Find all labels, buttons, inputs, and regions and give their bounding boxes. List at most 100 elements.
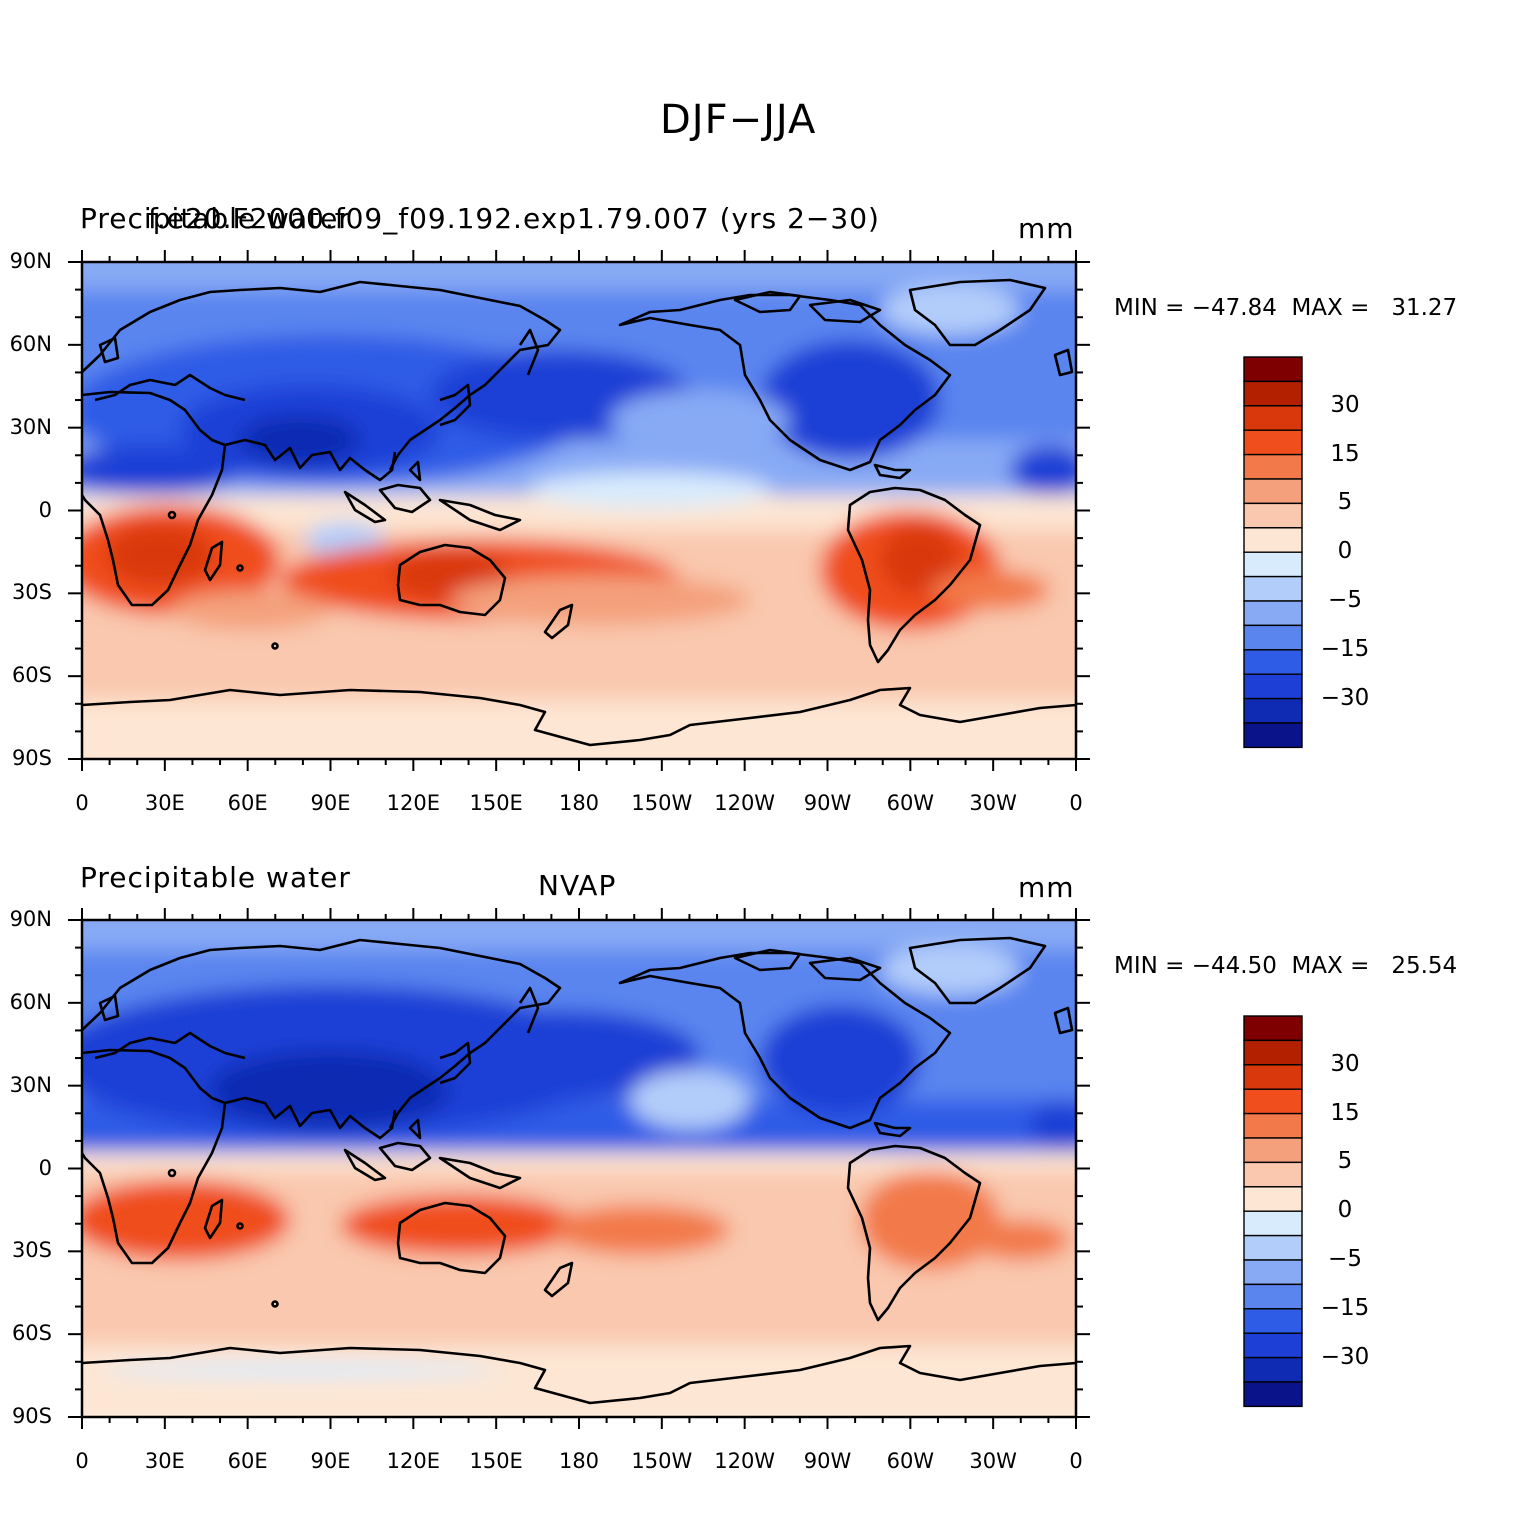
colorbar-level-label: 30	[1330, 391, 1360, 418]
panel-2-left-title: Precipitable water	[80, 861, 351, 894]
lat-tick-label: 60N	[9, 989, 52, 1014]
colorbar-level-label: 5	[1337, 1148, 1353, 1175]
colorbar-swatch	[1243, 405, 1303, 431]
lon-tick-label: 150E	[469, 791, 523, 815]
colorbar-swatch	[1243, 527, 1303, 553]
colorbar-swatch	[1243, 600, 1303, 627]
colorbar-swatch	[1243, 1039, 1303, 1066]
colorbar-level-label: 30	[1330, 1050, 1360, 1077]
panel-2-center-title: NVAP	[538, 869, 617, 902]
colorbar-swatch	[1243, 697, 1303, 724]
axis-ticks-1	[68, 250, 1090, 771]
colorbar-swatch	[1243, 1161, 1303, 1188]
lat-tick-label: 60S	[11, 663, 52, 688]
colorbar-level-label: 15	[1330, 440, 1360, 467]
colorbar-swatch	[1243, 380, 1303, 407]
colorbar-level-label: −30	[1320, 684, 1370, 711]
colorbar-swatch	[1243, 1283, 1303, 1310]
colorbar-level-label: −30	[1320, 1343, 1370, 1370]
lon-tick-label: 0	[75, 1449, 89, 1473]
lat-tick-label: 30S	[11, 1238, 52, 1263]
colorbar-swatch	[1243, 722, 1303, 749]
lon-tick-label: 90E	[310, 791, 351, 815]
lon-tick-label: 60W	[886, 791, 935, 815]
colorbar-swatch	[1243, 673, 1303, 700]
colorbar-swatch	[1243, 1112, 1303, 1139]
colorbar-swatch	[1243, 624, 1303, 651]
colorbar-swatch	[1243, 1234, 1303, 1261]
colorbar-level-label: −15	[1320, 1294, 1370, 1321]
panel-2-units: mm	[1018, 871, 1075, 904]
lat-tick-label: 90S	[11, 746, 52, 770]
lon-tick-label: 30E	[144, 791, 185, 815]
lat-tick-label: 30N	[9, 414, 52, 439]
panel-1-stats: MIN = −47.84 MAX = 31.27	[1114, 295, 1458, 321]
colorbar-swatch	[1243, 1137, 1303, 1164]
lon-tick-label: 120E	[386, 1449, 441, 1473]
lat-tick-label: 90S	[11, 1404, 52, 1428]
colorbar-level-label: 0	[1337, 1197, 1353, 1224]
colorbar-level-label: 15	[1330, 1099, 1360, 1126]
lon-tick-label: 0	[75, 791, 89, 815]
colorbar-swatch	[1243, 429, 1303, 456]
colorbar-swatch	[1243, 1015, 1303, 1042]
colorbar-level-label: −5	[1328, 587, 1362, 613]
lon-tick-label: 120E	[386, 791, 441, 815]
lon-tick-label: 30E	[144, 1449, 185, 1473]
lon-tick-label: 30W	[969, 791, 1017, 815]
map-panel-1	[68, 250, 1090, 771]
colorbar-swatch	[1243, 575, 1303, 602]
axis-ticks-2	[68, 908, 1090, 1429]
lon-tick-label: 0	[1069, 1449, 1083, 1473]
lon-tick-label: 90W	[803, 791, 852, 815]
colorbar-swatch	[1243, 453, 1303, 480]
lat-tick-label: 60S	[11, 1321, 52, 1346]
colorbar-2	[1243, 1015, 1303, 1408]
lat-tick-label: 60N	[9, 331, 52, 356]
colorbar-swatch	[1243, 356, 1303, 383]
lon-tick-label: 120W	[714, 791, 776, 815]
lon-tick-label: 60W	[886, 1449, 935, 1473]
colorbar-swatch	[1243, 649, 1303, 675]
lon-tick-label: 60E	[227, 1449, 268, 1473]
lon-tick-label: 90E	[310, 1449, 351, 1473]
lat-tick-label: 0	[38, 497, 52, 522]
colorbar-swatch	[1243, 1064, 1303, 1090]
lon-tick-label: 30W	[969, 1449, 1017, 1473]
lon-tick-label: 180	[558, 791, 600, 815]
colorbar-swatch	[1243, 1308, 1303, 1334]
lon-tick-label: 0	[1069, 791, 1083, 815]
colorbar-swatch	[1243, 1210, 1303, 1237]
colorbar-swatch	[1243, 502, 1303, 529]
colorbar-swatch	[1243, 1259, 1303, 1286]
colorbar-level-label: 5	[1337, 489, 1353, 516]
lon-tick-label: 150W	[631, 1449, 693, 1473]
colorbar-swatch	[1243, 478, 1303, 505]
main-title: DJF−JJA	[660, 97, 817, 143]
colorbar-level-label: 0	[1337, 538, 1353, 565]
lat-tick-label: 30N	[9, 1072, 52, 1097]
lon-tick-label: 180	[558, 1449, 600, 1473]
colorbar-swatch	[1243, 1332, 1303, 1359]
colorbar-level-label: −5	[1328, 1246, 1362, 1272]
colorbar-swatch	[1243, 551, 1303, 578]
colorbar-1	[1243, 356, 1303, 749]
lon-tick-label: 150E	[469, 1449, 523, 1473]
colorbar-swatch	[1243, 1356, 1303, 1383]
lon-tick-label: 120W	[714, 1449, 776, 1473]
colorbar-swatch	[1243, 1088, 1303, 1115]
colorbar-swatch	[1243, 1186, 1303, 1212]
lat-tick-label: 90N	[9, 907, 52, 931]
panel-1-center-title: f.e20.F2000.f09_f09.192.exp1.79.007 (yrs…	[148, 202, 880, 235]
lon-tick-label: 60E	[227, 791, 268, 815]
lat-tick-label: 0	[38, 1155, 52, 1180]
colorbar-level-label: −15	[1320, 635, 1370, 662]
map-panel-2	[68, 908, 1090, 1429]
panel-2-stats: MIN = −44.50 MAX = 25.54	[1114, 953, 1458, 979]
lat-tick-label: 90N	[9, 249, 52, 273]
colorbar-swatch	[1243, 1381, 1303, 1408]
lon-tick-label: 150W	[631, 791, 693, 815]
lon-tick-label: 90W	[803, 1449, 852, 1473]
lat-tick-label: 30S	[11, 580, 52, 605]
